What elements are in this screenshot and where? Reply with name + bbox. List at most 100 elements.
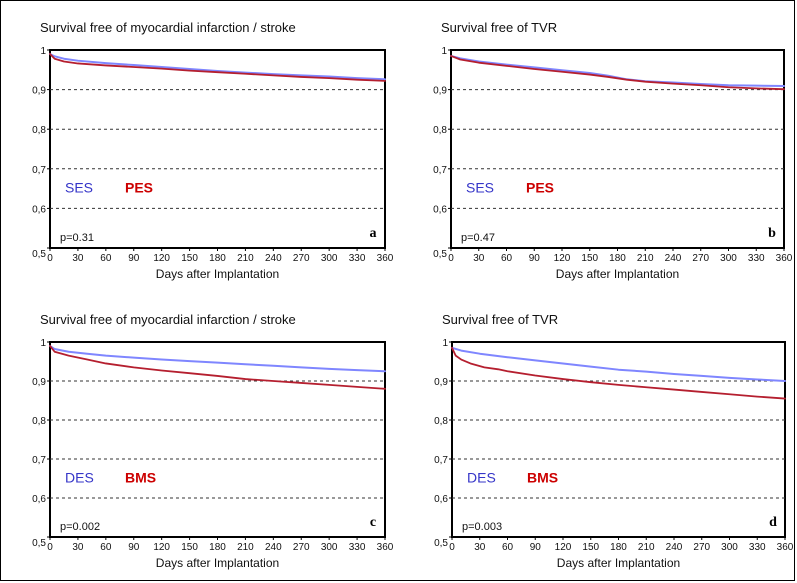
chart-title: Survival free of TVR: [442, 312, 558, 327]
x-tick-label: 120: [554, 253, 571, 264]
x-tick-label: 300: [720, 253, 737, 264]
x-tick-label: 120: [555, 542, 572, 553]
legend-ses: SES: [65, 180, 93, 196]
x-tick-label: 30: [72, 542, 84, 553]
x-tick-label: 150: [582, 542, 599, 553]
x-tick-label: 360: [776, 253, 793, 264]
x-tick-label: 300: [321, 253, 338, 264]
y-tick-label: 0,9: [434, 377, 448, 388]
x-tick-label: 0: [448, 253, 454, 264]
y-tick-label: 0,5: [32, 538, 46, 549]
ses-curve: [49, 52, 386, 81]
y-tick-label: 0,7: [32, 165, 46, 176]
x-tick-label: 270: [692, 253, 709, 264]
x-tick-label: 300: [321, 542, 338, 553]
plot-border: [450, 49, 785, 249]
legend-ses: SES: [466, 180, 494, 196]
x-axis-label: Days after Implantation: [557, 556, 680, 570]
x-tick-label: 330: [349, 253, 366, 264]
ses-curve: [450, 54, 785, 88]
y-tick-label: 1: [442, 338, 448, 349]
x-tick-label: 180: [610, 542, 627, 553]
chart-panel-d: Survival free of TVR 0,5 0,6 0,7 0,8 0,9 1 0 30 6…: [434, 312, 794, 570]
y-tick-label: 0,5: [434, 538, 448, 549]
x-tick-label: 150: [181, 253, 198, 264]
pes-curve: [49, 53, 386, 82]
x-tick-label: 240: [265, 542, 282, 553]
x-tick-label: 90: [530, 542, 542, 553]
y-tick-label: 0,5: [433, 249, 447, 260]
plot-border: [49, 341, 386, 538]
y-tick-label: 0,8: [32, 125, 46, 136]
bms-curve: [49, 345, 386, 390]
y-tick-label: 0,7: [434, 455, 448, 466]
panel-letter: b: [768, 226, 776, 241]
x-tick-label: 0: [449, 542, 455, 553]
y-tick-label: 0,9: [32, 86, 46, 97]
y-tick-label: 1: [40, 46, 46, 57]
y-tick-label: 0,8: [433, 125, 447, 136]
legend-pes: PES: [125, 180, 153, 196]
x-tick-label: 330: [748, 253, 765, 264]
panel-letter: a: [370, 226, 377, 241]
x-tick-label: 240: [665, 253, 682, 264]
x-tick-label: 60: [100, 542, 112, 553]
y-tick-label: 0,8: [434, 416, 448, 427]
x-tick-label: 330: [349, 542, 366, 553]
x-tick-label: 360: [377, 542, 394, 553]
x-tick-label: 210: [237, 253, 254, 264]
chart-panel-c: Survival free of myocardial infarction /…: [32, 312, 394, 570]
x-tick-label: 30: [473, 253, 485, 264]
x-tick-label: 270: [293, 542, 310, 553]
x-tick-label: 60: [501, 253, 513, 264]
chart-title: Survival free of TVR: [441, 20, 557, 35]
x-tick-label: 30: [72, 253, 84, 264]
pes-curve: [450, 55, 785, 91]
chart-title: Survival free of myocardial infarction /…: [40, 20, 296, 35]
x-tick-label: 0: [47, 253, 53, 264]
x-tick-label: 60: [100, 253, 112, 264]
x-tick-label: 150: [181, 542, 198, 553]
bms-curve: [451, 346, 786, 400]
p-value: p=0.003: [462, 521, 502, 533]
y-tick-label: 0,7: [433, 165, 447, 176]
x-tick-label: 90: [128, 253, 140, 264]
panel-letter: c: [370, 515, 376, 530]
legend-des: DES: [467, 469, 496, 485]
des-curve: [49, 344, 386, 373]
y-tick-label: 0,6: [433, 204, 447, 215]
y-tick-label: 1: [40, 338, 46, 349]
legend-pes: PES: [526, 180, 554, 196]
x-tick-label: 150: [581, 253, 598, 264]
y-tick-label: 0,8: [32, 416, 46, 427]
y-tick-label: 0,5: [32, 249, 46, 260]
p-value: p=0.31: [60, 232, 94, 244]
x-tick-label: 90: [529, 253, 541, 264]
chart-panel-a: Survival free of myocardial infarction /…: [32, 20, 394, 281]
x-tick-label: 330: [749, 542, 766, 553]
x-tick-label: 180: [609, 253, 626, 264]
x-tick-label: 30: [474, 542, 486, 553]
x-tick-label: 360: [377, 253, 394, 264]
x-tick-label: 120: [153, 253, 170, 264]
p-value: p=0.47: [461, 232, 495, 244]
x-tick-label: 180: [209, 542, 226, 553]
x-tick-label: 90: [128, 542, 140, 553]
chart-panel-b: Survival free of TVR 0,5 0,6 0,7 0,8 0,9 1 0 30 6…: [433, 20, 793, 281]
x-tick-label: 210: [237, 542, 254, 553]
legend-bms: BMS: [527, 469, 558, 485]
plot-border: [451, 341, 786, 538]
y-tick-label: 0,6: [434, 494, 448, 505]
chart-title: Survival free of myocardial infarction /…: [40, 312, 296, 327]
des-curve: [451, 346, 786, 382]
p-value: p=0.002: [60, 521, 100, 533]
x-tick-label: 60: [502, 542, 514, 553]
x-tick-label: 210: [638, 542, 655, 553]
x-tick-label: 240: [265, 253, 282, 264]
legend-bms: BMS: [125, 469, 156, 485]
x-tick-label: 300: [721, 542, 738, 553]
x-axis-label: Days after Implantation: [556, 267, 679, 281]
x-tick-label: 180: [209, 253, 226, 264]
y-tick-label: 0,9: [32, 377, 46, 388]
